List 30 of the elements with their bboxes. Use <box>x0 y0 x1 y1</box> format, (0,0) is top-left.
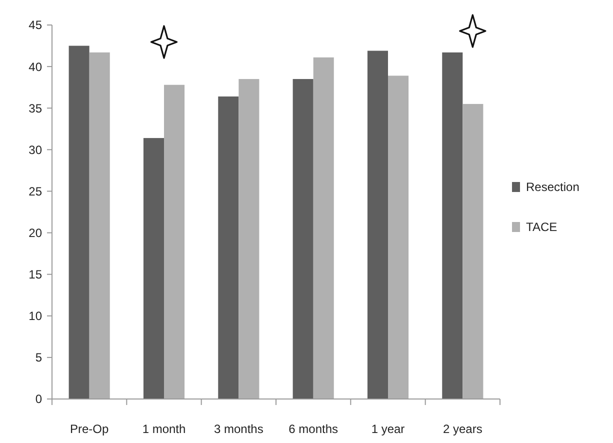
bar <box>68 46 90 399</box>
x-tick-label: 1 month <box>142 422 186 436</box>
bar <box>462 104 484 399</box>
y-tick-label: 25 <box>28 184 42 198</box>
y-tick-label: 40 <box>28 60 42 74</box>
y-tick-label: 45 <box>28 18 42 32</box>
x-tick-label: 3 months <box>214 422 264 436</box>
bar <box>442 52 463 399</box>
bar <box>164 84 185 399</box>
bar <box>292 79 314 399</box>
legend-label: Resection <box>526 180 580 194</box>
y-tick-label: 0 <box>35 392 42 406</box>
bar <box>313 57 334 399</box>
legend-label: TACE <box>526 220 558 234</box>
bar <box>367 50 388 399</box>
y-tick-label: 5 <box>35 350 42 365</box>
y-tick-label: 10 <box>28 309 42 324</box>
x-tick-label: 6 months <box>288 422 338 436</box>
y-tick-label: 15 <box>28 268 42 282</box>
bar <box>238 79 260 399</box>
bar <box>218 96 239 399</box>
bar <box>143 138 164 399</box>
y-tick-label: 30 <box>28 142 42 157</box>
x-tick-label: 1 year <box>371 422 405 436</box>
y-tick-label: 35 <box>28 101 42 116</box>
x-tick-label: 2 years <box>442 422 482 436</box>
x-tick-label: Pre-Op <box>70 422 109 436</box>
bar <box>388 76 409 399</box>
y-tick-label: 20 <box>28 226 42 240</box>
bar <box>89 52 110 399</box>
